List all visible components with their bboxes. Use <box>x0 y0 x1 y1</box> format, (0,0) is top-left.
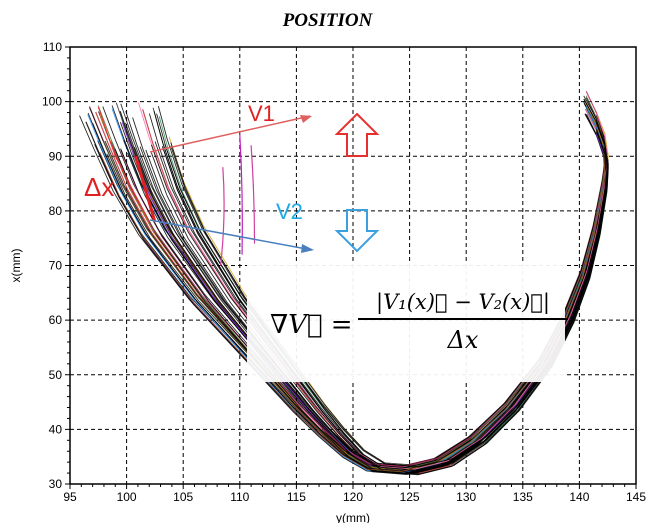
y-tick-label: 40 <box>49 422 63 436</box>
y-tick-label: 80 <box>49 204 63 218</box>
x-tick-label: 105 <box>173 490 193 504</box>
formula-fraction: |V₁(x)⃗ − V₂(x)⃗| Δx <box>358 290 568 354</box>
formula-box <box>247 264 565 382</box>
y-tick-label: 90 <box>49 149 63 163</box>
trajectory-line-magenta <box>219 167 225 266</box>
v1-arrow-head <box>300 115 312 123</box>
tick-labels: 95 100 105 110 115 120 125 130 135 140 145 30 40 50 60… <box>42 40 646 504</box>
trajectory-line <box>114 129 607 474</box>
down-arrow-icon <box>334 209 380 253</box>
traces <box>79 90 609 476</box>
x-axis-label: y(mm) <box>336 511 370 523</box>
v2-arrow-head <box>301 244 314 253</box>
v2-label: V2 <box>276 199 303 224</box>
up-arrow-icon <box>334 112 380 157</box>
x-tick-label: 95 <box>63 490 77 504</box>
fraction-bar <box>358 318 568 320</box>
trajectory-line <box>125 110 608 475</box>
chart-title: POSITION <box>282 10 373 31</box>
formula-lhs: ∇V⃗ = <box>270 310 353 340</box>
y-tick-label: 60 <box>49 313 63 327</box>
v2-arrow <box>149 219 313 251</box>
x-tick-label: 135 <box>513 490 533 504</box>
delta-x-segment <box>134 155 157 223</box>
formula-numerator: |V₁(x)⃗ − V₂(x)⃗| <box>376 290 550 314</box>
trajectory-line-magenta <box>239 134 243 255</box>
x-tick-label: 130 <box>456 490 476 504</box>
x-tick-label: 100 <box>117 490 137 504</box>
x-tick-label: 145 <box>626 490 646 504</box>
formula-denominator: Δx <box>447 326 479 354</box>
y-axis-label: x(mm) <box>9 249 23 283</box>
trajectory-line-magenta <box>250 145 256 244</box>
trajectory-line <box>110 116 607 468</box>
x-tick-label: 140 <box>569 490 589 504</box>
y-tick-label: 100 <box>42 95 62 109</box>
trajectory-line-red <box>97 106 150 223</box>
trajectory-line <box>99 152 606 472</box>
delta-x-label: Δx <box>84 172 114 202</box>
y-tick-label: 70 <box>49 259 63 273</box>
y-tick-label: 110 <box>43 40 62 54</box>
x-tick-label: 120 <box>343 490 363 504</box>
trajectory-line <box>103 95 606 470</box>
x-tick-label: 125 <box>400 490 420 504</box>
x-tick-label: 110 <box>230 490 249 504</box>
trajectory-line <box>156 98 609 468</box>
y-tick-label: 50 <box>49 368 63 382</box>
x-tick-label: 115 <box>287 490 306 504</box>
v1-label: V1 <box>248 101 275 126</box>
v1-arrow <box>149 115 311 153</box>
trajectory-line <box>150 122 608 471</box>
y-tick-label: 30 <box>49 477 63 491</box>
